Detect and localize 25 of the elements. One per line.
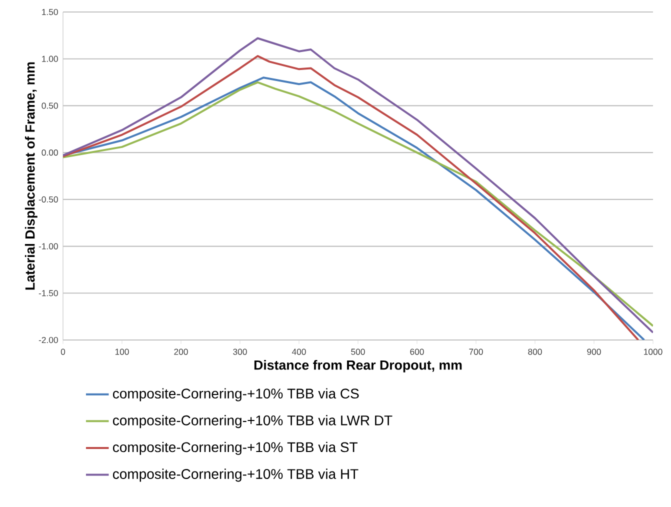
x-tick-label: 200 <box>174 348 188 355</box>
x-tick-label: 600 <box>410 348 424 355</box>
x-tick-label: 500 <box>351 348 365 355</box>
x-tick-label: 1000 <box>644 348 662 355</box>
x-tick-label: 800 <box>528 348 542 355</box>
y-tick-label: 0.00 <box>42 150 58 156</box>
legend-label: composite-Cornering-+10% TBB via HT <box>112 468 358 482</box>
x-tick-label: 100 <box>115 348 129 355</box>
y-tick-label: 1.50 <box>42 8 58 16</box>
x-tick-label: 700 <box>469 348 483 355</box>
y-tick-label: -0.50 <box>38 196 58 202</box>
x-axis-title: Distance from Rear Dropout, mm <box>254 360 462 372</box>
y-tick-label: -2.00 <box>38 336 58 344</box>
y-tick-label: -1.00 <box>38 243 58 250</box>
y-axis-title: Laterial Displacement of Frame, mm <box>24 62 38 290</box>
x-tick-label: 400 <box>292 348 306 355</box>
x-tick-label: 0 <box>60 348 66 355</box>
x-tick-label: 300 <box>233 348 247 355</box>
y-tick-label: 1.00 <box>42 56 58 62</box>
x-tick-label: 900 <box>587 348 601 355</box>
y-tick-label: -1.50 <box>38 290 58 296</box>
legend-label: composite-Cornering-+10% TBB via CS <box>112 388 359 402</box>
y-tick-label: 0.50 <box>42 102 58 109</box>
legend-label: composite-Cornering-+10% TBB via LWR DT <box>112 415 392 428</box>
legend-label: composite-Cornering-+10% TBB via ST <box>112 442 358 455</box>
